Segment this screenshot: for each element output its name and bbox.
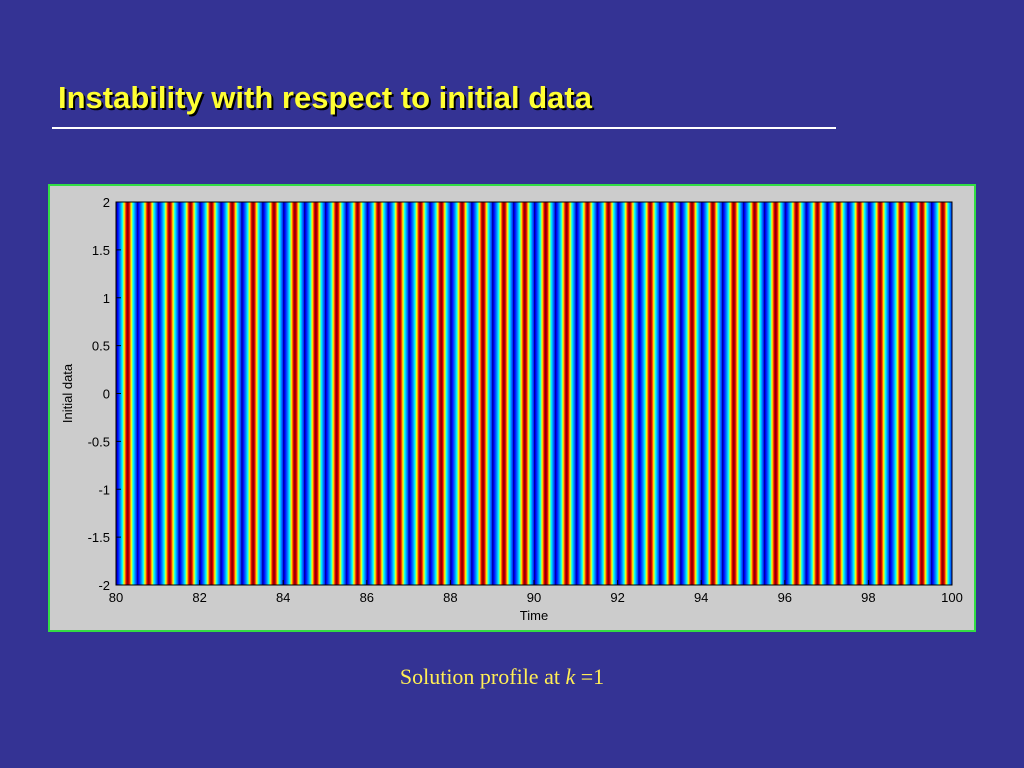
heatmap-stripes (116, 202, 953, 585)
heatmap-band-18 (471, 202, 493, 585)
heatmap-band-26 (638, 202, 660, 585)
heatmap-band-11 (325, 202, 347, 585)
heatmap-band-9 (283, 202, 305, 585)
y-tick-label: 1.5 (92, 243, 110, 258)
heatmap-band-30 (722, 202, 744, 585)
y-tick-label: -0.5 (88, 434, 110, 449)
heatmap-band-40 (931, 202, 953, 585)
caption-text: Solution profile at (399, 664, 566, 689)
x-tick-label: 98 (861, 590, 875, 605)
heatmap-band-8 (262, 202, 284, 585)
heatmap-band-19 (492, 202, 514, 585)
x-tick-label: 96 (778, 590, 792, 605)
heatmap-chart: 80 82 84 86 88 90 92 94 96 98 100 2 1.5 1 0.5 0 -0.5 -1 -… (60, 195, 963, 623)
heatmap-band-4 (178, 202, 200, 585)
heatmap-band-32 (763, 202, 786, 585)
heatmap-band-14 (387, 202, 409, 585)
x-tick-label: 86 (360, 590, 374, 605)
caption-variable: k (565, 664, 576, 689)
heatmap-band-34 (805, 202, 827, 585)
heatmap-band-39 (910, 202, 932, 585)
x-axis-ticks: 80 82 84 86 88 90 92 94 96 98 100 (109, 580, 963, 605)
x-tick-label: 88 (443, 590, 457, 605)
heatmap-band-28 (680, 202, 702, 585)
y-axis-label: Initial data (60, 363, 75, 423)
heatmap-band-36 (847, 202, 869, 585)
heatmap-band-1 (116, 202, 138, 585)
y-tick-label: -2 (98, 578, 110, 593)
heatmap-band-21 (534, 202, 556, 585)
heatmap-band-31 (743, 202, 765, 585)
heatmap-band-20 (513, 202, 535, 585)
x-tick-label: 94 (694, 590, 708, 605)
heatmap-band-6 (220, 202, 242, 585)
heatmap-band-37 (868, 202, 890, 585)
heatmap-band-35 (826, 202, 848, 585)
heatmap-band-16 (429, 202, 451, 585)
y-tick-label: 0 (103, 387, 110, 402)
x-tick-label: 80 (109, 590, 123, 605)
heatmap-band-2 (136, 202, 159, 585)
heatmap-band-33 (784, 202, 807, 585)
title-underline (52, 127, 836, 129)
heatmap-band-24 (596, 202, 618, 585)
heatmap-band-5 (199, 202, 221, 585)
slide-caption: Solution profile at k =1 (0, 664, 1004, 690)
y-axis-ticks: 2 1.5 1 0.5 0 -0.5 -1 -1.5 -2 (88, 195, 121, 593)
heatmap-band-25 (617, 202, 639, 585)
heatmap-band-23 (575, 202, 598, 585)
y-tick-label: 2 (103, 195, 110, 210)
slide-title: Instability with respect to initial data (58, 80, 592, 115)
x-tick-label: 92 (610, 590, 624, 605)
y-tick-label: 1 (103, 291, 110, 306)
y-tick-label: 0.5 (92, 339, 110, 354)
y-tick-label: -1.5 (88, 530, 110, 545)
heatmap-band-13 (366, 202, 389, 585)
heatmap-band-22 (554, 202, 577, 585)
x-tick-label: 82 (192, 590, 206, 605)
heatmap-band-29 (701, 202, 723, 585)
x-tick-label: 100 (941, 590, 963, 605)
y-tick-label: -1 (98, 482, 110, 497)
heatmap-band-27 (659, 202, 681, 585)
heatmap-band-38 (889, 202, 911, 585)
figure-frame: 80 82 84 86 88 90 92 94 96 98 100 2 1.5 1 0.5 0 -0.5 -1 -… (48, 184, 976, 632)
heatmap-band-3 (157, 202, 180, 585)
heatmap-band-7 (241, 202, 263, 585)
x-tick-label: 84 (276, 590, 290, 605)
x-axis-label: Time (520, 608, 548, 623)
x-tick-label: 90 (527, 590, 541, 605)
heatmap-band-15 (408, 202, 430, 585)
heatmap-band-17 (450, 202, 472, 585)
caption-value: =1 (575, 664, 605, 689)
heatmap-band-10 (304, 202, 326, 585)
heatmap-band-12 (345, 202, 368, 585)
